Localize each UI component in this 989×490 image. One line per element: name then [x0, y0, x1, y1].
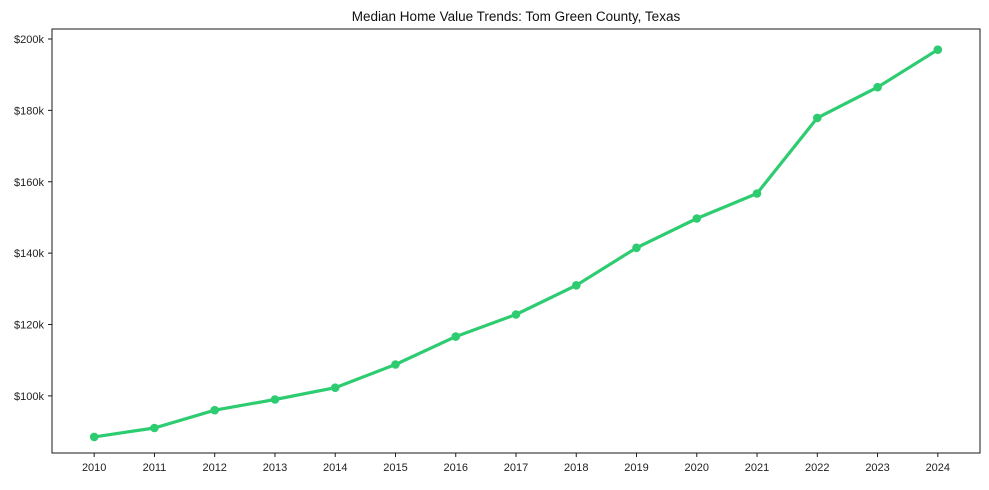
x-tick-label: 2017	[504, 462, 528, 474]
data-point	[511, 310, 521, 319]
x-tick-label: 2021	[745, 462, 769, 474]
data-point	[873, 82, 882, 92]
data-point	[330, 383, 340, 393]
y-axis: $100k $120k $140k $160k $180k $200k	[14, 34, 52, 403]
x-tick-label: 2012	[202, 462, 226, 474]
x-tick-label: 2010	[82, 462, 106, 474]
x-tick-label: 2013	[263, 462, 287, 474]
y-tick-label: $200k	[14, 34, 44, 46]
data-point	[692, 214, 702, 223]
data-point	[89, 432, 99, 442]
x-axis: 2010 2011 2012 2013 2014 2015 2016 2017 2018 2019…	[82, 453, 950, 474]
x-tick-label: 2023	[865, 462, 889, 474]
y-tick-label: $180k	[14, 105, 44, 117]
data-point	[752, 189, 762, 198]
data-point	[391, 360, 400, 369]
x-tick-label: 2019	[624, 462, 648, 474]
y-tick-label: $100k	[14, 391, 44, 403]
x-tick-label: 2011	[143, 462, 167, 474]
data-point	[572, 281, 581, 290]
data-point	[632, 243, 641, 253]
trend-line	[92, 48, 940, 439]
x-tick-label: 2014	[323, 462, 347, 474]
x-tick-label: 2024	[926, 462, 950, 474]
x-tick-label: 2018	[564, 462, 588, 474]
chart-title: Median Home Value Trends: Tom Green Coun…	[352, 9, 681, 24]
y-tick-label: $120k	[14, 320, 44, 332]
data-point	[210, 405, 219, 415]
data-point	[270, 395, 280, 404]
data-point	[813, 113, 822, 123]
y-tick-label: $140k	[14, 248, 44, 260]
data-point	[451, 332, 461, 341]
x-tick-label: 2022	[805, 462, 829, 474]
plot-area-border	[51, 28, 981, 454]
data-point	[150, 423, 159, 433]
data-point	[933, 45, 943, 54]
x-tick-label: 2020	[685, 462, 709, 474]
x-tick-label: 2015	[383, 462, 407, 474]
y-tick-label: $160k	[14, 177, 44, 189]
data-points	[89, 45, 943, 442]
x-tick-label: 2016	[443, 462, 467, 474]
